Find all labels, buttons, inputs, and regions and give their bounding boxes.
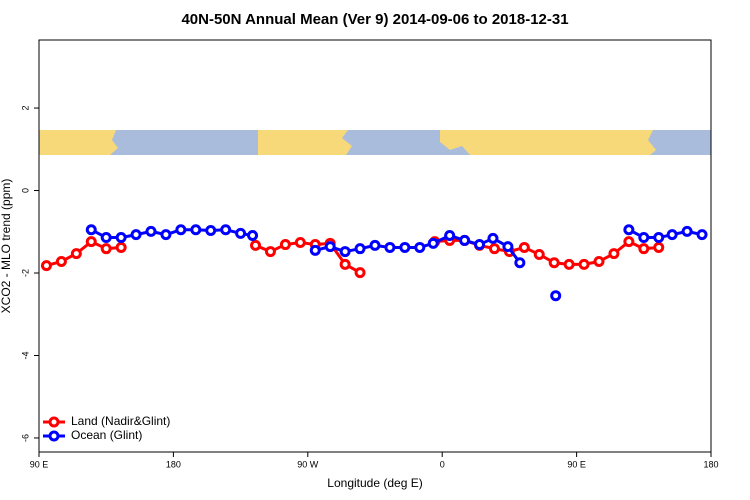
point [608, 248, 620, 260]
plot-frame [38, 39, 712, 453]
point [354, 243, 366, 255]
point [247, 229, 259, 241]
point [518, 241, 530, 253]
point [264, 246, 276, 258]
point [548, 257, 560, 269]
point [220, 224, 232, 236]
point [681, 225, 693, 237]
point [593, 255, 605, 267]
map-strip [39, 130, 711, 155]
point [85, 224, 97, 236]
y-tick-label: -6 [20, 434, 30, 442]
point [399, 241, 411, 253]
point [145, 225, 157, 237]
point [324, 241, 336, 253]
point [70, 248, 82, 260]
point [115, 232, 127, 244]
point [488, 243, 500, 255]
point [384, 241, 396, 253]
point [533, 248, 545, 260]
point [638, 243, 650, 255]
point [85, 236, 97, 248]
chart-title: 40N-50N Annual Mean (Ver 9) 2014-09-06 t… [181, 11, 568, 28]
point [309, 244, 321, 256]
point [653, 232, 665, 244]
point [294, 236, 306, 248]
x-tick-label: 180 [703, 459, 718, 469]
point [563, 258, 575, 270]
point [115, 241, 127, 253]
point [623, 224, 635, 236]
point [653, 241, 665, 253]
map-land [39, 130, 118, 155]
legend-marker [48, 416, 60, 428]
point [339, 258, 351, 270]
x-tick-label: 90 E [567, 459, 586, 469]
point [40, 260, 52, 272]
legend: Land (Nadir&Glint)Ocean (Glint) [43, 414, 170, 442]
y-tick-label: -2 [20, 269, 30, 277]
point [414, 241, 426, 253]
point [444, 229, 456, 241]
point [514, 257, 526, 269]
point [369, 239, 381, 251]
point [354, 267, 366, 279]
point [190, 224, 202, 236]
legend-label: Land (Nadir&Glint) [71, 414, 170, 428]
y-tick-label: 2 [20, 106, 30, 111]
point [623, 236, 635, 248]
point [502, 241, 514, 253]
point [130, 229, 142, 241]
point [638, 232, 650, 244]
x-axis-label: Longitude (deg E) [327, 476, 422, 490]
point [100, 232, 112, 244]
x-tick-label: 90 E [30, 459, 49, 469]
point [427, 237, 439, 249]
y-axis-label: XCO2 - MLO trend (ppm) [0, 179, 13, 314]
map-land [258, 130, 352, 155]
point [279, 239, 291, 251]
point [578, 258, 590, 270]
y-tick-label: 0 [20, 188, 30, 193]
map-land [440, 130, 656, 155]
point [205, 225, 217, 237]
point [250, 239, 262, 251]
point [160, 229, 172, 241]
point [487, 232, 499, 244]
point [339, 246, 351, 258]
point [175, 224, 187, 236]
y-tick-label: -4 [20, 351, 30, 359]
point [235, 227, 247, 239]
point [666, 229, 678, 241]
point [474, 239, 486, 251]
legend-marker [48, 430, 60, 442]
point [459, 234, 471, 246]
point [100, 243, 112, 255]
x-tick-label: 0 [440, 459, 445, 469]
point [55, 255, 67, 267]
x-tick-label: 90 W [297, 459, 319, 469]
legend-label: Ocean (Glint) [71, 428, 142, 442]
point [696, 229, 708, 241]
x-tick-label: 180 [166, 459, 181, 469]
point [550, 290, 562, 302]
